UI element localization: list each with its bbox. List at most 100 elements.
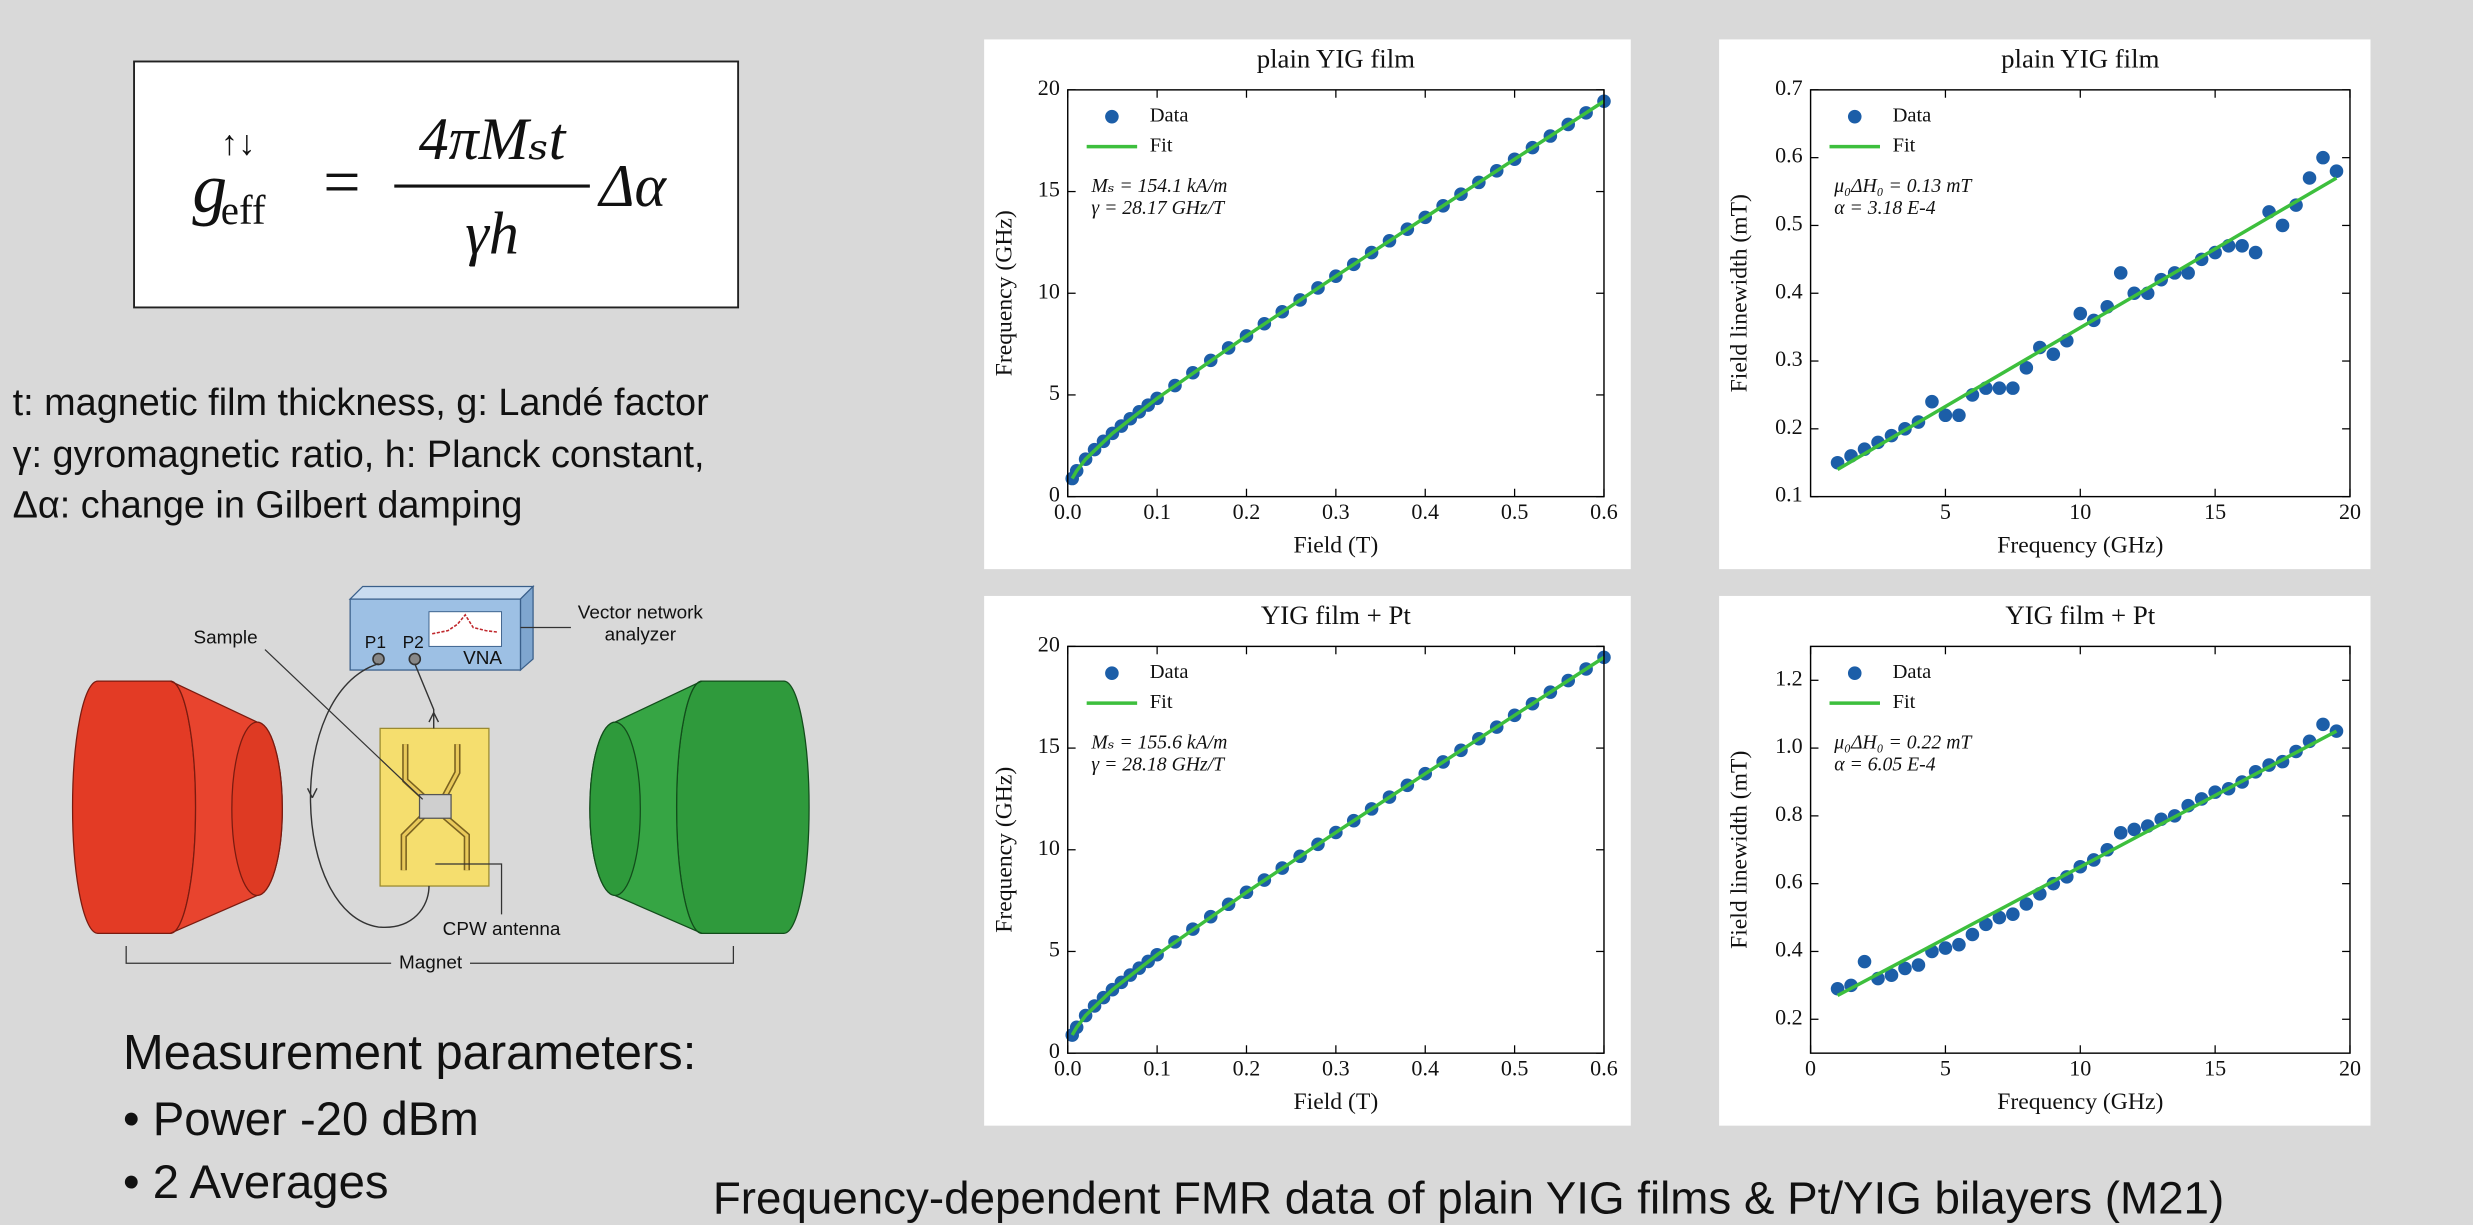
leader-line (435, 863, 503, 915)
measurement-heading: Measurement parameters: (123, 1026, 696, 1080)
vna-trace (431, 613, 499, 635)
x-tick-label: 0.2 (1233, 1056, 1261, 1081)
port-label: P1 (365, 632, 386, 652)
y-tick-label: 0.5 (1775, 211, 1803, 236)
data-point (2127, 822, 2142, 837)
y-tick-label: 10 (1038, 278, 1060, 303)
annotation: Mₛ = 154.1 kA/m (1090, 175, 1227, 197)
data-point (1938, 941, 1953, 955)
legend-label: Fit (1893, 134, 1916, 156)
fit-line (1836, 176, 2338, 472)
data-point (1992, 381, 2007, 395)
formula-factor: Δα (597, 153, 667, 219)
data-point (2235, 239, 2249, 253)
sample-label: Sample (193, 628, 257, 649)
chart: YIG film + Pt Field (T) Frequency (GHz) 0.0… (984, 595, 1631, 1126)
plot-frame (1067, 645, 1605, 1054)
sample (418, 793, 452, 819)
magnet-right-face (589, 721, 641, 897)
port-label: P2 (403, 632, 424, 652)
chart-title: plain YIG film (1257, 44, 1415, 74)
y-tick-label: 0.2 (1775, 1004, 1803, 1029)
definition-line: γ: gyromagnetic ratio, h: Planck constan… (13, 434, 705, 476)
x-tick-label: 0.5 (1501, 499, 1529, 524)
chart-panel (984, 39, 1631, 570)
x-axis-label: Frequency (GHz) (1997, 532, 2163, 558)
x-tick-label: 5 (1940, 499, 1951, 524)
y-tick-label: 20 (1038, 631, 1060, 656)
chart-panel (1719, 595, 2371, 1126)
legend-label: Fit (1150, 134, 1173, 156)
chart-title: YIG film + Pt (1261, 600, 1411, 630)
data-point (2113, 266, 2128, 280)
chart: plain YIG film Field (T) Frequency (GHz) 0.… (984, 39, 1631, 570)
x-tick-label: 10 (2069, 1056, 2091, 1081)
data-point (1898, 961, 1912, 976)
x-tick-label: 10 (2069, 499, 2091, 524)
cable (414, 663, 435, 729)
x-tick-label: 0.4 (1411, 1056, 1439, 1081)
data-point (2019, 361, 2034, 375)
data-point (1992, 910, 2007, 925)
y-tick-label: 0.1 (1775, 482, 1803, 507)
y-tick-label: 0 (1049, 1038, 1060, 1063)
vna-screen (428, 611, 503, 647)
x-tick-label: 0.6 (1590, 1056, 1618, 1081)
data-point (1938, 408, 1953, 423)
legend-label: Data (1150, 661, 1189, 683)
annotation: α = 3.18 E-4 (1834, 197, 1936, 219)
magnet-bracket (125, 945, 735, 964)
y-tick-label: 15 (1038, 733, 1060, 758)
x-tick-label: 0.4 (1411, 499, 1439, 524)
plot-frame (1067, 89, 1605, 498)
y-tick-label: 1.2 (1775, 665, 1803, 690)
x-tick-label: 5 (1940, 1056, 1951, 1081)
y-axis-label: Field linewidth (mT) (1727, 751, 1753, 949)
formula-numerator: 4πMₛt (419, 106, 567, 172)
x-tick-label: 15 (2204, 499, 2226, 524)
x-tick-label: 15 (2204, 1056, 2226, 1081)
data-point (1952, 937, 1966, 952)
y-tick-label: 0.3 (1775, 346, 1803, 371)
y-axis-label: Field linewidth (mT) (1727, 194, 1753, 392)
data-point (2073, 306, 2088, 321)
data-point (2113, 826, 2128, 840)
legend-label: Fit (1893, 691, 1916, 713)
annotation: γ = 28.17 GHz/T (1091, 197, 1226, 219)
data-point (1979, 917, 1993, 932)
formula-lhs: g (192, 150, 227, 227)
y-tick-label: 0 (1049, 482, 1060, 507)
leader-line (264, 649, 424, 800)
chart-panel (984, 595, 1631, 1126)
chart: YIG film + Pt Frequency (GHz) Field linewi… (1719, 595, 2371, 1126)
fit-line (1836, 729, 2338, 998)
data-point (2329, 164, 2344, 178)
arrow (306, 787, 318, 799)
data-point (2248, 245, 2263, 260)
data-point (1952, 408, 1966, 423)
measurement-item: • 2 Averages (123, 1156, 389, 1209)
formula-sub: eff (221, 187, 266, 233)
data-point (2046, 347, 2061, 362)
vna-side (519, 584, 534, 672)
vna-caption: analyzer (605, 624, 676, 645)
magnet-label: Magnet (399, 952, 463, 973)
fit-line (1070, 655, 1605, 1036)
data-point (1911, 958, 1926, 972)
chart-title: plain YIG film (2001, 44, 2159, 74)
y-tick-label: 10 (1038, 835, 1060, 860)
data-point (2316, 150, 2330, 165)
y-axis-label: Frequency (GHz) (992, 767, 1018, 933)
fit-line (1070, 99, 1605, 480)
vna-label: VNA (463, 648, 502, 669)
y-tick-label: 1.0 (1775, 733, 1803, 758)
vna-caption: Vector network (578, 602, 704, 623)
measurement-item: • Power -20 dBm (123, 1093, 479, 1146)
legend-label: Fit (1150, 691, 1173, 713)
legend-swatch (1105, 666, 1119, 680)
x-tick-label: 20 (2339, 1056, 2361, 1081)
data-point (2302, 171, 2317, 185)
magnet-right-body (675, 680, 810, 934)
magnet-left-body (71, 680, 197, 934)
